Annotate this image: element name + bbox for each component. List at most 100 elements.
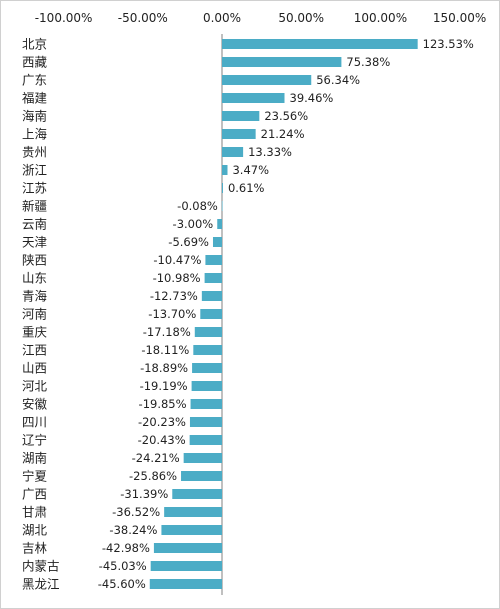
data-label: -20.23%	[138, 415, 186, 429]
data-label: -45.60%	[98, 577, 146, 591]
data-label: 0.61%	[228, 181, 265, 195]
category-label: 安徽	[22, 397, 48, 412]
data-label: 39.46%	[290, 91, 334, 105]
category-label: 甘肃	[22, 505, 47, 520]
data-label: -24.21%	[132, 451, 180, 465]
bar	[222, 165, 228, 175]
category-label: 重庆	[22, 325, 48, 340]
data-label: 3.47%	[232, 163, 269, 177]
bar	[183, 453, 222, 463]
category-label: 陕西	[22, 253, 47, 268]
data-label: -13.70%	[148, 307, 196, 321]
bar	[222, 147, 244, 157]
category-label: 内蒙古	[22, 559, 60, 574]
data-label: -12.73%	[150, 289, 198, 303]
bar	[217, 219, 222, 229]
category-label: 四川	[22, 415, 47, 430]
category-label: 上海	[22, 127, 48, 142]
bar	[192, 363, 222, 373]
data-label: -36.52%	[112, 505, 160, 519]
data-label: -10.98%	[153, 271, 201, 285]
bar	[222, 75, 312, 85]
category-label: 天津	[22, 235, 47, 250]
bar	[191, 381, 222, 391]
data-label: 123.53%	[423, 37, 474, 51]
category-label: 西藏	[22, 55, 48, 70]
category-label: 湖北	[22, 523, 48, 538]
category-label: 青海	[22, 289, 48, 304]
bar	[150, 561, 222, 571]
category-label: 山东	[22, 271, 47, 286]
data-label: 13.33%	[248, 145, 292, 159]
bar	[222, 93, 285, 103]
x-tick-label: 0.00%	[203, 11, 241, 25]
bar	[149, 579, 222, 589]
data-label: -18.89%	[140, 361, 188, 375]
category-label: 云南	[22, 217, 47, 232]
bar	[190, 399, 222, 409]
x-tick-label: 100.00%	[354, 11, 407, 25]
data-label: -25.86%	[129, 469, 177, 483]
category-label: 河南	[22, 307, 47, 322]
bar	[204, 273, 222, 283]
bar	[181, 471, 222, 481]
bar	[194, 327, 222, 337]
category-label: 湖南	[22, 451, 47, 466]
data-label: -31.39%	[120, 487, 168, 501]
bar	[222, 111, 260, 121]
bar	[189, 435, 222, 445]
data-label: 21.24%	[261, 127, 305, 141]
bar	[212, 237, 222, 247]
data-label: -38.24%	[109, 523, 157, 537]
data-label: -19.19%	[140, 379, 188, 393]
x-tick-label: -100.00%	[35, 11, 93, 25]
bar	[161, 525, 222, 535]
bar	[201, 291, 222, 301]
category-label: 广西	[22, 487, 47, 502]
category-label: 福建	[22, 91, 48, 106]
data-label: -19.85%	[139, 397, 187, 411]
category-label: 贵州	[22, 145, 47, 160]
bar	[193, 345, 222, 355]
data-label: -0.08%	[177, 199, 218, 213]
data-label: -18.11%	[141, 343, 189, 357]
category-label: 吉林	[22, 541, 48, 556]
category-label: 黑龙江	[22, 577, 60, 592]
category-label: 辽宁	[22, 433, 47, 448]
bar	[222, 39, 418, 49]
category-label: 河北	[22, 379, 48, 394]
category-label: 新疆	[22, 199, 47, 214]
bar	[189, 417, 222, 427]
data-label: -20.43%	[138, 433, 186, 447]
bar	[172, 489, 222, 499]
x-tick-label: 50.00%	[278, 11, 324, 25]
category-label: 江苏	[22, 181, 47, 196]
data-label: 23.56%	[264, 109, 308, 123]
data-label: 75.38%	[346, 55, 390, 69]
category-label: 宁夏	[22, 469, 48, 484]
category-label: 山西	[22, 361, 47, 376]
bar	[222, 183, 223, 193]
bar	[153, 543, 222, 553]
data-label: -42.98%	[102, 541, 150, 555]
x-tick-label: -50.00%	[118, 11, 168, 25]
data-label: -3.00%	[173, 217, 214, 231]
category-label: 广东	[22, 73, 47, 88]
x-tick-label: 150.00%	[433, 11, 486, 25]
bar	[164, 507, 222, 517]
bar	[205, 255, 222, 265]
data-label: -17.18%	[143, 325, 191, 339]
bar	[200, 309, 222, 319]
bar	[222, 129, 256, 139]
bar	[221, 201, 223, 211]
bar	[222, 57, 342, 67]
data-label: -45.03%	[99, 559, 147, 573]
data-label: 56.34%	[316, 73, 360, 87]
data-label: -5.69%	[168, 235, 209, 249]
category-label: 海南	[22, 109, 47, 124]
category-label: 北京	[22, 37, 47, 52]
data-label: -10.47%	[153, 253, 201, 267]
category-label: 江西	[22, 343, 47, 358]
category-label: 浙江	[22, 163, 47, 178]
